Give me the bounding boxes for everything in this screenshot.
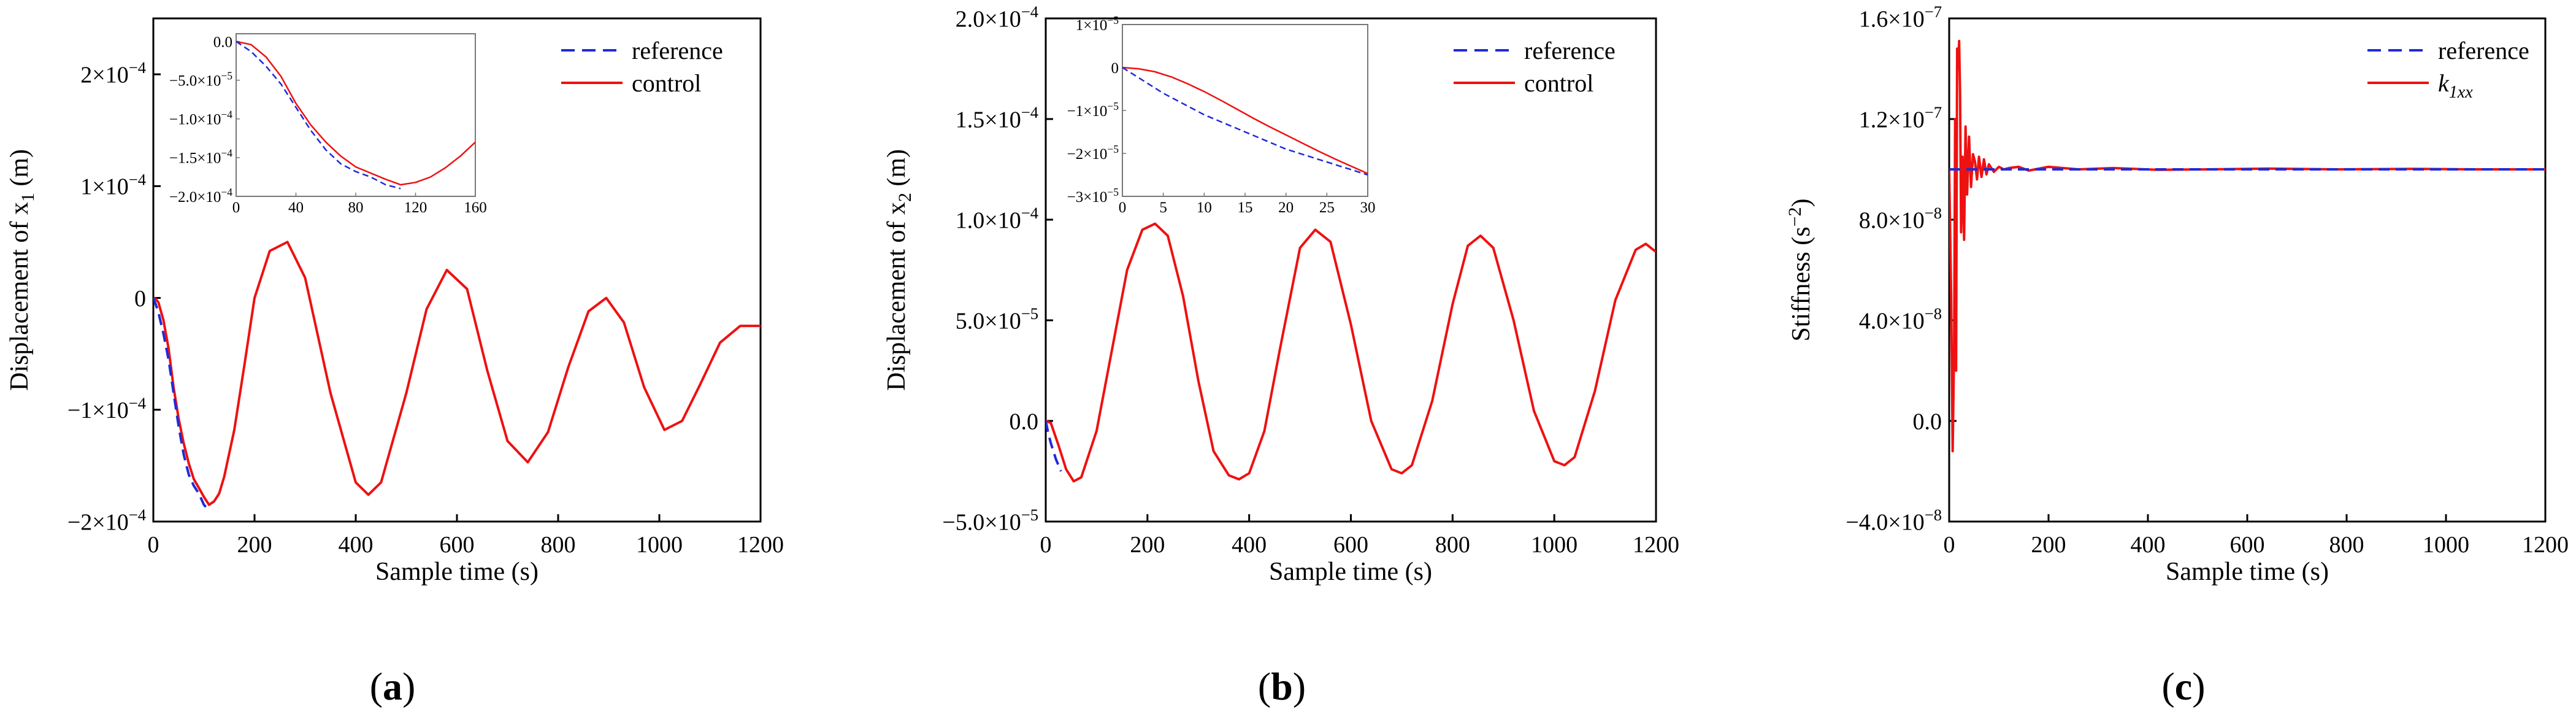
legend-label-reference-a: reference <box>632 37 723 64</box>
x-tick-label: 1000 <box>636 532 683 558</box>
y-tick-label: −1×10−4 <box>67 394 146 423</box>
panel-b: 0 200 400 600 800 1000 1200 −5.0×10−50.05.0×10… <box>883 2 1679 708</box>
y-axis-label-c: Stiffness (s−2) <box>1785 199 1815 342</box>
panel-a: 0 200 400 600 800 1000 1200 −2×10−4−1×10−401×1… <box>6 17 784 708</box>
panel-label-b: (b) <box>1258 665 1306 708</box>
x-tick-label: 80 <box>348 199 364 216</box>
legend-label-reference-b: reference <box>1524 37 1616 64</box>
legend-c: reference k1xx <box>2367 37 2529 102</box>
x-tick-label: 25 <box>1319 199 1335 216</box>
y-tick-label: 1×10−5 <box>1076 14 1119 34</box>
panel-c: 0 200 400 600 800 1000 1200 −4.0×10−8 0.0 4.0×10… <box>1785 2 2569 708</box>
legend-a: reference control <box>561 37 723 97</box>
x-tick-label: 1000 <box>2423 532 2469 558</box>
x-tick-label: 400 <box>2131 532 2166 558</box>
x-tick-label: 200 <box>1130 532 1165 558</box>
y-tick-label: 0.0 <box>213 34 232 50</box>
series-line-k1xx <box>1949 39 2545 453</box>
series-line-reference-inset <box>1122 66 1368 176</box>
inset-frame-a <box>236 33 476 197</box>
y-tick-label: −4.0×10−8 <box>1846 506 1942 535</box>
y-tick-label: −2×10−4 <box>67 506 146 535</box>
x-tick-label: 0 <box>1944 532 1955 558</box>
panel-label-a: (a) <box>370 665 416 708</box>
y-tick-label: −2×10−5 <box>1067 143 1119 163</box>
legend-label-control-a: control <box>632 69 701 97</box>
x-tick-label: 15 <box>1238 199 1253 216</box>
y-tick-label: 1.6×10−7 <box>1859 2 1942 32</box>
x-tick-label: 200 <box>237 532 272 558</box>
inset-a: 0 40 80 120 160 0.0 −5.0×10−5 −1.0×10−4 −1.5×10… <box>169 33 487 216</box>
x-tick-label: 20 <box>1278 199 1294 216</box>
x-tick-label: 400 <box>1232 532 1267 558</box>
legend-b: reference control <box>1454 37 1616 97</box>
x-tick-label: 30 <box>1360 199 1376 216</box>
y-tick-label: 2×10−4 <box>80 58 146 88</box>
inset-b: 0 5 10 15 20 25 30 1×10−5 0 −1×10−5 −2×10−5 −3×10−… <box>1067 14 1376 216</box>
panel-label-c: (c) <box>2161 665 2205 708</box>
x-tick-label: 1000 <box>1531 532 1577 558</box>
x-tick-label: 0 <box>1119 199 1127 216</box>
x-tick-label: 800 <box>2329 532 2364 558</box>
x-tick-label: 1200 <box>737 532 784 558</box>
x-tick-label: 160 <box>464 199 487 216</box>
inset-frame-b <box>1122 24 1368 197</box>
y-axis-label-b: Displacement of x2 (m) <box>883 149 915 391</box>
y-tick-label: 1×10−4 <box>80 170 146 199</box>
x-tick-label: 800 <box>541 532 576 558</box>
y-tick-label: 0 <box>1111 60 1119 77</box>
x-axis-label-b: Sample time (s) <box>1269 558 1432 586</box>
series-line-control <box>153 241 761 506</box>
y-tick-label: −5.0×10−5 <box>942 506 1038 535</box>
x-tick-label: 800 <box>1435 532 1470 558</box>
y-tick-label: 5.0×10−5 <box>956 304 1038 334</box>
legend-label-k1xx-c: k1xx <box>2438 69 2473 102</box>
x-tick-label: 0 <box>1040 532 1052 558</box>
x-tick-label: 120 <box>404 199 427 216</box>
x-tick-label: 10 <box>1197 199 1212 216</box>
y-axis-label-a: Displacement of x1 (m) <box>6 149 38 391</box>
x-tick-label: 40 <box>288 199 304 216</box>
series-line-control <box>1046 222 1656 483</box>
y-tick-label: −5.0×10−5 <box>169 69 232 89</box>
y-tick-label: 1.5×10−4 <box>956 103 1038 133</box>
y-tick-label: 0.0 <box>1913 409 1942 434</box>
x-tick-label: 1200 <box>1633 532 1679 558</box>
x-tick-label: 600 <box>2230 532 2265 558</box>
y-tick-label: −1.5×10−4 <box>169 147 232 167</box>
y-tick-label: 0.0 <box>1010 409 1039 434</box>
y-tick-label: 1.2×10−7 <box>1859 103 1942 133</box>
y-tick-label: −1.0×10−4 <box>169 109 232 128</box>
x-tick-label: 600 <box>440 532 475 558</box>
series-line-control-inset <box>1122 66 1368 175</box>
x-tick-label: 5 <box>1159 199 1167 216</box>
y-tick-label: −2.0×10−4 <box>169 186 232 206</box>
y-tick-label: 1.0×10−4 <box>956 204 1038 233</box>
y-tick-label: −3×10−5 <box>1067 186 1119 206</box>
legend-label-reference-c: reference <box>2438 37 2529 64</box>
y-tick-label: 4.0×10−8 <box>1859 304 1942 334</box>
y-tick-label: 0 <box>134 286 146 312</box>
x-tick-label: 1200 <box>2522 532 2569 558</box>
legend-label-control-b: control <box>1524 69 1593 97</box>
x-tick-label: 200 <box>2031 532 2066 558</box>
x-tick-label: 0 <box>148 532 159 558</box>
series-line-reference <box>153 297 210 512</box>
y-tick-label: 8.0×10−8 <box>1859 204 1942 233</box>
y-tick-label: −1×10−5 <box>1067 100 1119 120</box>
x-tick-label: 0 <box>232 199 240 216</box>
x-tick-label: 400 <box>339 532 374 558</box>
x-axis-label-c: Sample time (s) <box>2166 558 2329 586</box>
y-tick-label: 2.0×10−4 <box>956 2 1038 32</box>
x-tick-label: 600 <box>1333 532 1368 558</box>
series-line-reference-inset <box>236 40 401 190</box>
series-line-control-inset <box>236 40 475 186</box>
x-axis-label-a: Sample time (s) <box>375 558 539 586</box>
